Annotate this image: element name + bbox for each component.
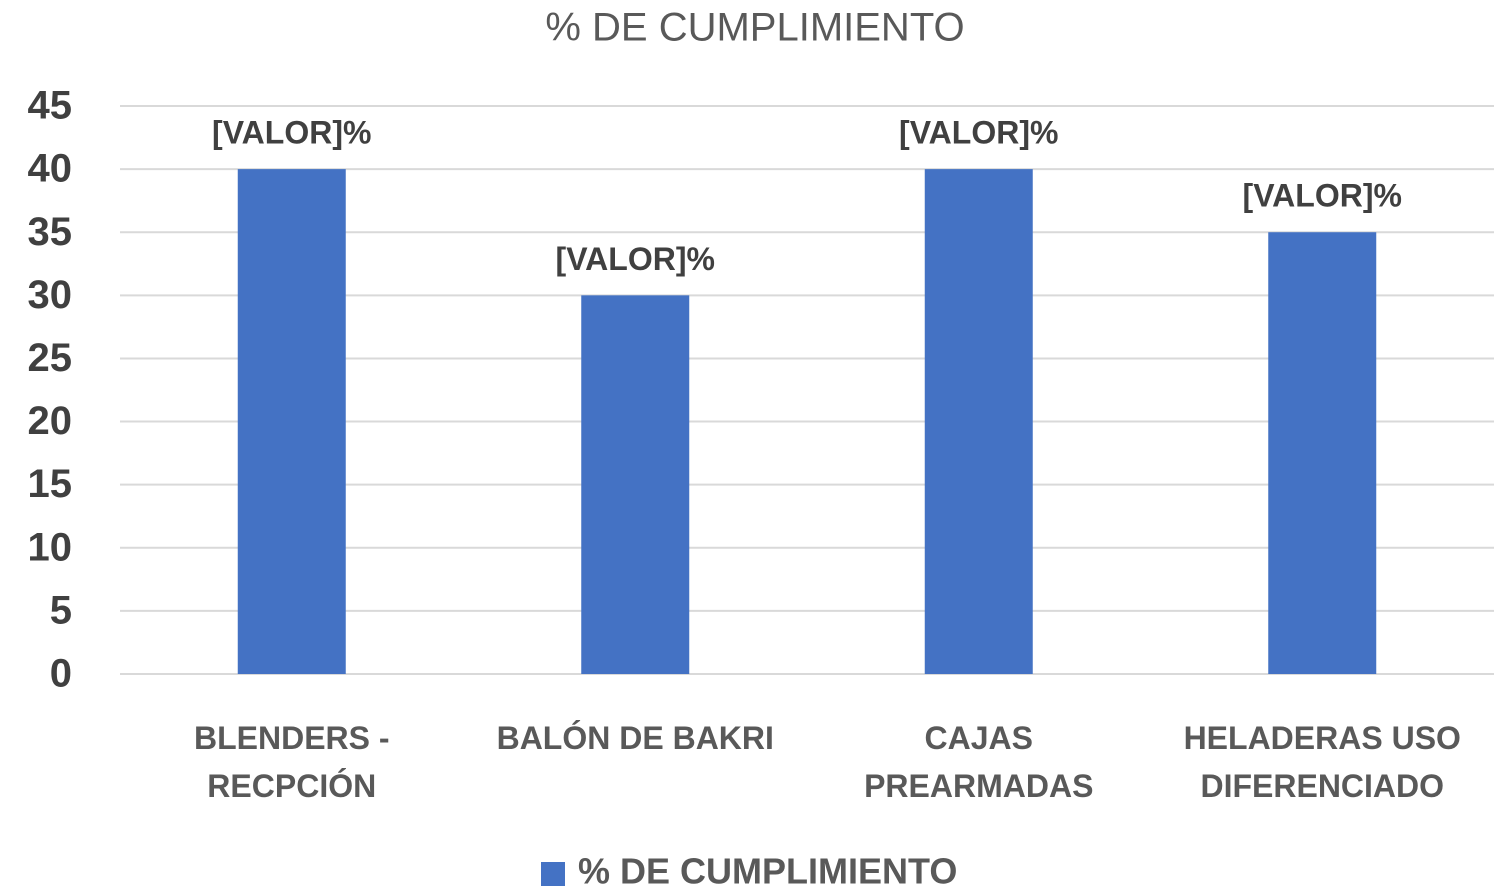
chart-title: % DE CUMPLIMIENTO	[545, 6, 964, 50]
y-tick-label: 35	[28, 210, 73, 254]
y-tick-label: 5	[50, 588, 72, 632]
legend-swatch	[541, 862, 565, 886]
y-tick-label: 25	[28, 336, 73, 380]
y-tick-label: 10	[28, 525, 73, 569]
data-label: [VALOR]%	[1243, 178, 1402, 214]
data-label: [VALOR]%	[899, 115, 1058, 151]
x-tick-label: HELADERAS USO DIFERENCIADO	[1183, 720, 1461, 804]
data-label: [VALOR]%	[212, 115, 371, 151]
y-tick-label: 15	[28, 462, 73, 506]
y-tick-label: 0	[50, 652, 72, 696]
y-tick-label: 40	[28, 147, 73, 191]
x-tick-label: CAJAS PREARMADAS	[864, 720, 1094, 804]
bar	[581, 295, 690, 674]
bar	[237, 169, 346, 674]
y-tick-label: 20	[28, 399, 73, 443]
bar	[924, 169, 1033, 674]
y-tick-label: 45	[28, 84, 73, 128]
bar	[1268, 232, 1377, 674]
legend-label: % DE CUMPLIMIENTO	[578, 851, 957, 891]
x-tick-label: BALÓN DE BAKRI	[496, 720, 774, 756]
y-tick-label: 30	[28, 273, 73, 317]
x-tick-label: BLENDERS - RECPCIÓN	[193, 720, 390, 804]
data-label: [VALOR]%	[556, 241, 715, 277]
